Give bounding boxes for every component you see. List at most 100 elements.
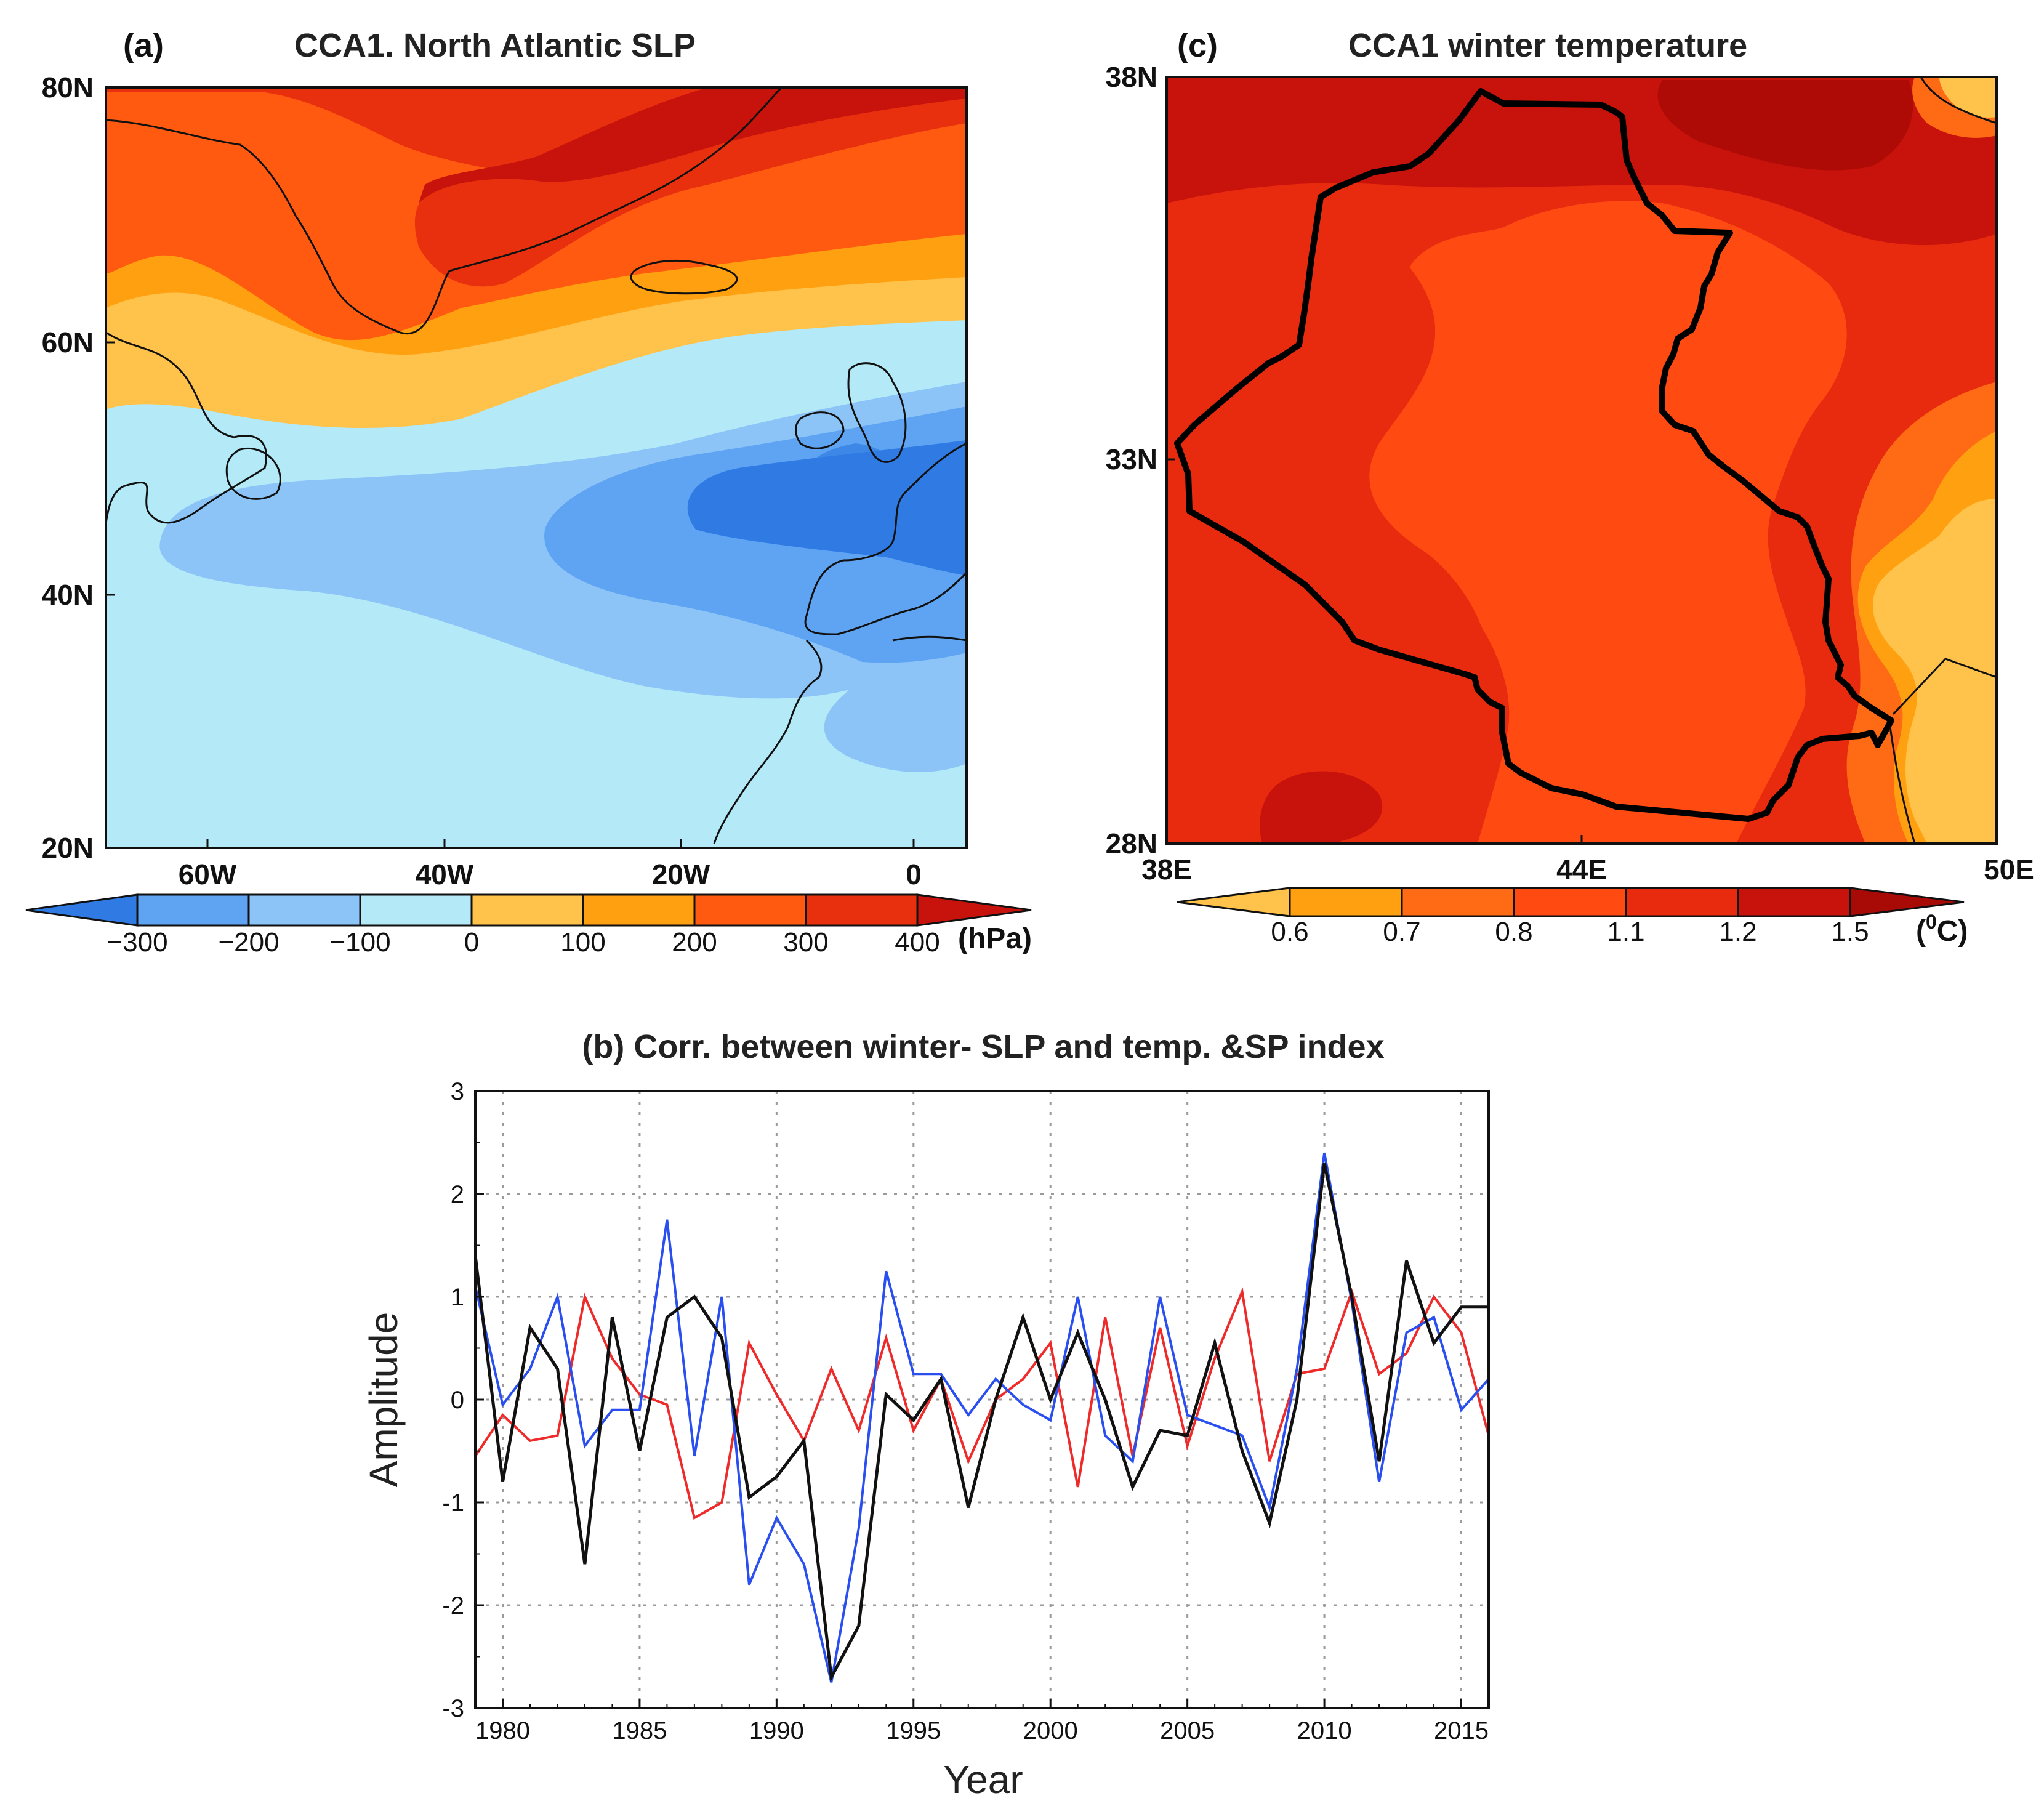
lat-tick-label: 28N [1106,828,1157,860]
iberia-med-coast [892,635,967,642]
temp-contour-1.1-core [1352,201,1847,844]
panel-a-ticks: 80N 60N 40N 20N 60W 40W 20W 0 [42,71,922,890]
colorbar-arrow-right [1849,887,1965,917]
slp-contour-neg300 [687,440,967,576]
slp-contour-400 [419,87,967,203]
colorbar-tick-label: −200 [218,927,279,957]
colorbar-swatch [470,893,584,927]
colorbar-tick-label: 1.2 [1719,917,1756,947]
colorbar-swatch [693,893,807,927]
colorbar-swatch [1625,887,1739,917]
colorbar-swatch [247,893,361,927]
slp-contour-300 [106,87,967,287]
lat-tick-label: 38N [1106,61,1157,93]
temp-contour-max-north [1657,80,1913,171]
slp-map [106,87,967,848]
x-tick-label: 2005 [1160,1717,1215,1744]
iceland-coast [630,259,738,295]
x-tick-label: 1995 [886,1717,941,1744]
newfoundland-coast [225,448,281,500]
y-tick-label: 1 [451,1284,464,1311]
africa-coast [713,639,823,844]
units-open: ( [1916,915,1926,948]
ireland-coast [795,411,845,449]
colorbar-tick-label: 400 [895,927,940,957]
coast-lines [1889,77,1997,844]
x-tick-label: 2015 [1434,1717,1489,1744]
panel-b-series [475,1152,1489,1683]
temp-contour-0.6-corner [1939,77,1997,118]
x-tick-label: 1985 [612,1717,667,1744]
x-axis-label: Year [943,1757,1023,1802]
colorbar-tick-label: −100 [329,927,390,957]
x-tick-label: 1980 [475,1717,530,1744]
temp-contour-1.5-southwest [1260,771,1383,844]
colorbar-tick-label: 100 [560,927,605,957]
panel-b-axes: 1980 1985 1990 1995 2000 2005 2010 2015 -3 -2 -1 0 1… [442,1078,1489,1744]
british-isles-coast [847,362,907,463]
panel-a-title: CCA1. North Atlantic SLP [294,27,696,64]
lat-tick-label: 80N [42,71,94,103]
units-degree: 0 [1926,911,1937,933]
panel-c-label: (c) [1177,27,1218,64]
y-tick-label: 0 [451,1387,464,1414]
lon-tick-label: 40W [416,858,474,890]
lon-tick-label: 44E [1556,853,1607,885]
panel-b: (b) Corr. between winter- SLP and temp. … [361,1028,1490,1802]
colorbar-tick-label: 1.1 [1607,917,1644,947]
colorbar-arrow-left [25,893,139,927]
panel-b-frame [474,1090,1490,1709]
y-tick-label: 3 [451,1078,464,1105]
panel-a-label: (a) [123,27,164,64]
canada-coast [106,331,268,524]
series-line-blue [475,1152,1489,1683]
panel-c: (c) CCA1 winter temperature 38N 33N 28N38E… [1106,27,2034,948]
y-axis-label: Amplitude [361,1312,406,1488]
panel-b-title: (b) Corr. between winter- SLP and temp. … [582,1028,1384,1065]
iraq-border [1174,88,1894,822]
panel-c-title: CCA1 winter temperature [1348,27,1747,64]
lat-tick-label: 60N [42,326,94,358]
colorbar-swatch [1737,887,1851,917]
coastlines [106,87,967,844]
colorbar-tick-label: 200 [672,927,717,957]
colorbar-swatch [582,893,696,927]
slp-contour-neg300-b [799,443,895,502]
colorbar-swatch [805,893,919,927]
colorbar-swatch [359,893,473,927]
colorbar-units: (0C) [1916,911,1968,948]
y-tick-label: -3 [442,1695,464,1722]
colorbar-arrow-right [916,893,1032,927]
lon-tick-label: 20W [652,858,710,890]
y-tick-label: -2 [442,1592,464,1619]
colorbar-units: (hPa) [958,922,1032,955]
colorbar-swatch [1289,887,1403,917]
lat-tick-label: 20N [42,832,94,864]
x-tick-label: 2010 [1297,1717,1352,1744]
europe-coast [804,442,967,635]
colorbar-swatch [136,893,250,927]
lon-tick-label: 50E [1984,853,2034,885]
panel-a-frame [105,86,968,849]
lon-tick-label: 38E [1141,853,1192,885]
colorbar-tick-label: 0 [464,927,479,957]
lon-tick-label: 0 [906,858,922,890]
lat-tick-label: 40N [42,579,94,611]
colorbar-tick-label: 0.6 [1271,917,1308,947]
y-tick-label: 2 [451,1181,464,1208]
series-line-red [475,1287,1489,1520]
x-tick-label: 1990 [749,1717,804,1744]
x-tick-label: 2000 [1023,1717,1078,1744]
temperature-map [1167,77,1997,844]
colorbar-tick-label: 300 [783,927,828,957]
lon-tick-label: 60W [179,858,237,890]
panel-b-grid [475,1090,1489,1709]
series-line-black [475,1163,1489,1683]
panel-c-colorbar: 0.6 0.7 0.8 1.1 1.2 1.5 (0C) [1177,887,1968,948]
y-tick-label: -1 [442,1489,464,1517]
panel-a: (a) CCA1. North Atlantic SLP [25,27,1032,957]
colorbar-arrow-left [1177,887,1291,917]
colorbar-tick-label: 0.8 [1495,917,1532,947]
